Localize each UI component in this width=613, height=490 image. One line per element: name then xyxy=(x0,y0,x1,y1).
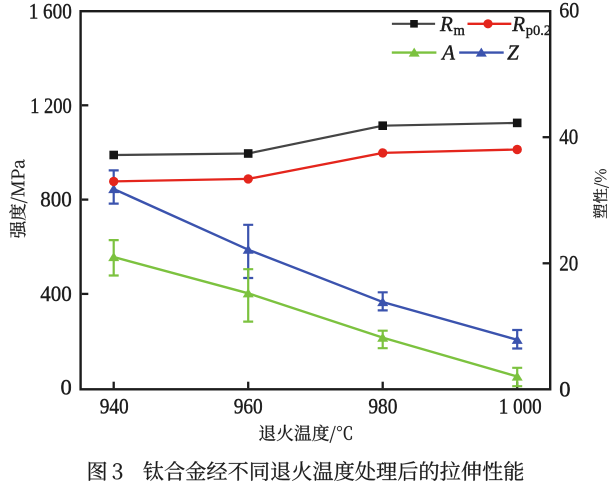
svg-text:A: A xyxy=(440,41,455,65)
svg-text:0: 0 xyxy=(61,375,72,400)
svg-text:40: 40 xyxy=(559,124,578,149)
svg-text:1 200: 1 200 xyxy=(30,93,72,118)
svg-text:800: 800 xyxy=(40,187,72,212)
svg-text:0: 0 xyxy=(559,377,570,402)
svg-text:60: 60 xyxy=(559,0,579,23)
svg-text:20: 20 xyxy=(559,250,578,275)
svg-text:Z: Z xyxy=(507,41,519,65)
svg-text:R: R xyxy=(439,12,453,36)
svg-text:m: m xyxy=(454,23,466,39)
svg-text:400: 400 xyxy=(40,281,72,306)
svg-text:1 000: 1 000 xyxy=(499,394,542,419)
svg-text:R: R xyxy=(511,12,525,36)
svg-text:p0.2: p0.2 xyxy=(526,23,551,39)
svg-text:1 600: 1 600 xyxy=(29,0,72,24)
svg-text:960: 960 xyxy=(234,394,263,419)
svg-text:940: 940 xyxy=(100,394,129,419)
svg-text:980: 980 xyxy=(368,394,397,419)
